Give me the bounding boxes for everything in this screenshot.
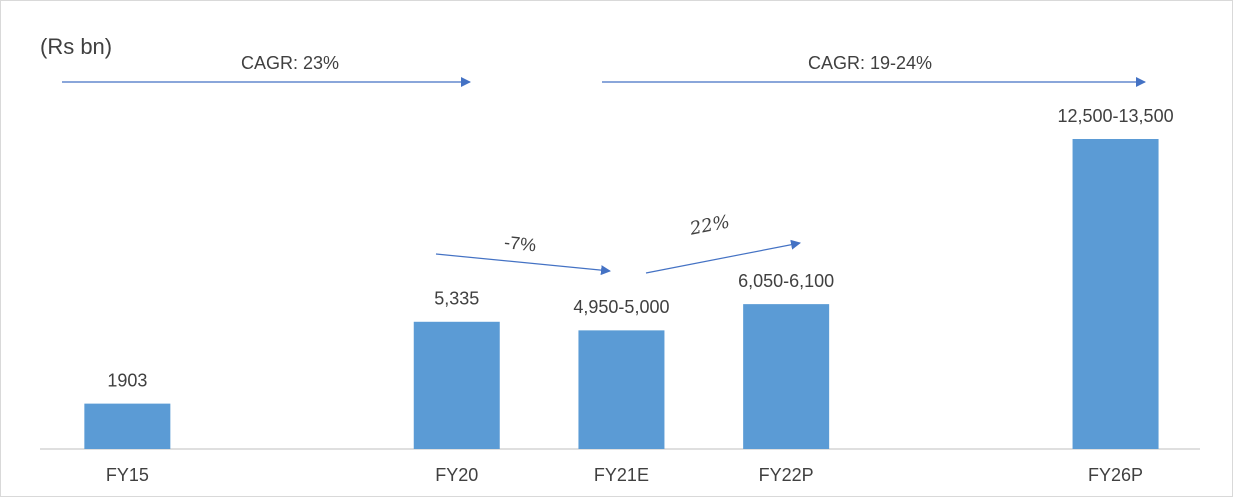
data-label: 4,950-5,000 [573, 297, 669, 317]
x-tick-label: FY20 [435, 465, 478, 485]
annotation: -7% [503, 232, 537, 255]
annotation: CAGR: 23% [241, 53, 339, 73]
data-label: 6,050-6,100 [738, 271, 834, 291]
x-tick-label: FY22P [759, 465, 814, 485]
data-label: 12,500-13,500 [1057, 106, 1173, 126]
data-label: 1903 [107, 370, 147, 390]
bar [413, 321, 500, 449]
bar [84, 403, 171, 449]
x-tick-label: FY15 [106, 465, 149, 485]
bar [1072, 139, 1159, 449]
annotation: 22% [687, 211, 731, 239]
bar [578, 330, 665, 449]
arrow [645, 239, 801, 274]
data-label: 5,335 [434, 289, 479, 309]
arrow [435, 253, 611, 276]
annotation: CAGR: 19-24% [808, 53, 932, 73]
unit-label: (Rs bn) [40, 34, 112, 59]
x-tick-label: FY21E [594, 465, 649, 485]
x-tick-label: FY26P [1088, 465, 1143, 485]
bar [743, 304, 830, 449]
